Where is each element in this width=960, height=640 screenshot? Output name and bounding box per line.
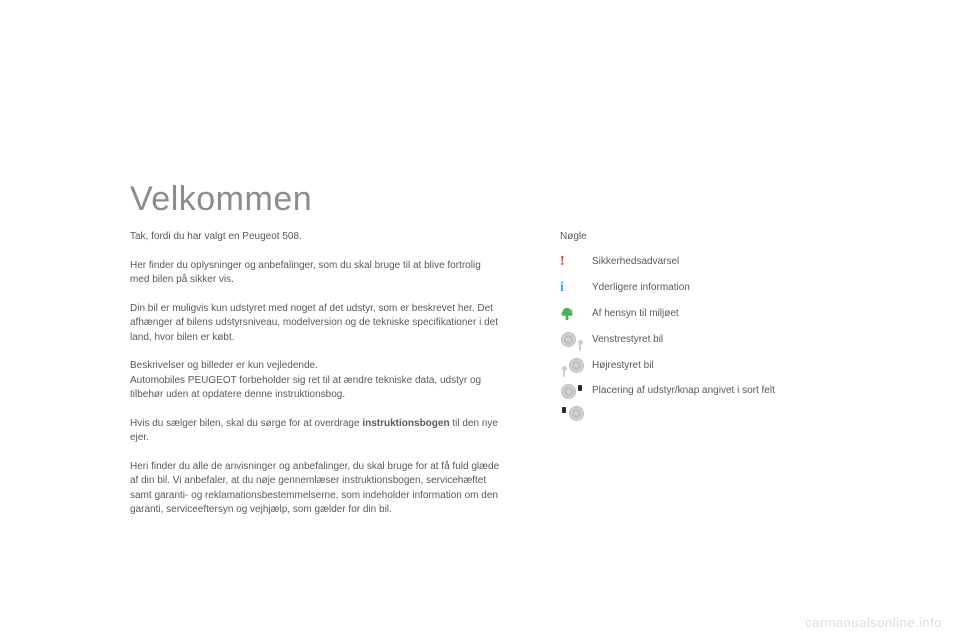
paragraph-line: Beskrivelser og billeder er kun vejleden… — [130, 360, 318, 371]
page-title: Velkommen — [130, 180, 312, 219]
watermark: carmanualsonline.info — [805, 615, 942, 630]
key-text: Af hensyn til miljøet — [592, 306, 679, 322]
key-row-safety: ! Sikkerhedsadvarsel — [560, 253, 910, 271]
bold-text: instruktionsbogen — [362, 418, 449, 429]
intro-line: Tak, fordi du har valgt en Peugeot 508. — [130, 230, 500, 245]
key-row-marker: Placering af udstyr/knap angivet i sort … — [560, 383, 910, 423]
document-page: Velkommen Tak, fordi du har valgt en Peu… — [0, 0, 960, 640]
paragraph: Heri finder du alle de anvisninger og an… — [130, 460, 500, 518]
info-icon: i — [560, 281, 592, 295]
key-row-lhd: Venstrestyret bil — [560, 331, 910, 349]
tree-icon — [560, 307, 592, 321]
key-text: Højrestyret bil — [592, 358, 654, 374]
marker-icon — [560, 383, 592, 423]
key-text: Venstrestyret bil — [592, 332, 663, 348]
key-text: Placering af udstyr/knap angivet i sort … — [592, 383, 775, 399]
paragraph: Hvis du sælger bilen, skal du sørge for … — [130, 417, 500, 446]
rhd-icon — [560, 357, 592, 375]
lhd-icon — [560, 331, 592, 349]
warning-icon: ! — [560, 255, 592, 269]
key-text: Sikkerhedsadvarsel — [592, 254, 679, 270]
key-heading: Nøgle — [560, 230, 910, 245]
paragraph: Her finder du oplysninger og anbefalinge… — [130, 259, 500, 288]
paragraph-line: Automobiles PEUGEOT forbeholder sig ret … — [130, 375, 481, 401]
paragraph: Din bil er muligvis kun udstyret med nog… — [130, 302, 500, 346]
key-text: Yderligere information — [592, 280, 690, 296]
text-part: Hvis du sælger bilen, skal du sørge for … — [130, 418, 362, 429]
key-row-environment: Af hensyn til miljøet — [560, 305, 910, 323]
right-column: Nøgle ! Sikkerhedsadvarsel i Yderligere … — [560, 230, 910, 431]
key-row-info: i Yderligere information — [560, 279, 910, 297]
paragraph: Beskrivelser og billeder er kun vejleden… — [130, 359, 500, 403]
key-row-rhd: Højrestyret bil — [560, 357, 910, 375]
left-column: Tak, fordi du har valgt en Peugeot 508. … — [130, 230, 500, 532]
